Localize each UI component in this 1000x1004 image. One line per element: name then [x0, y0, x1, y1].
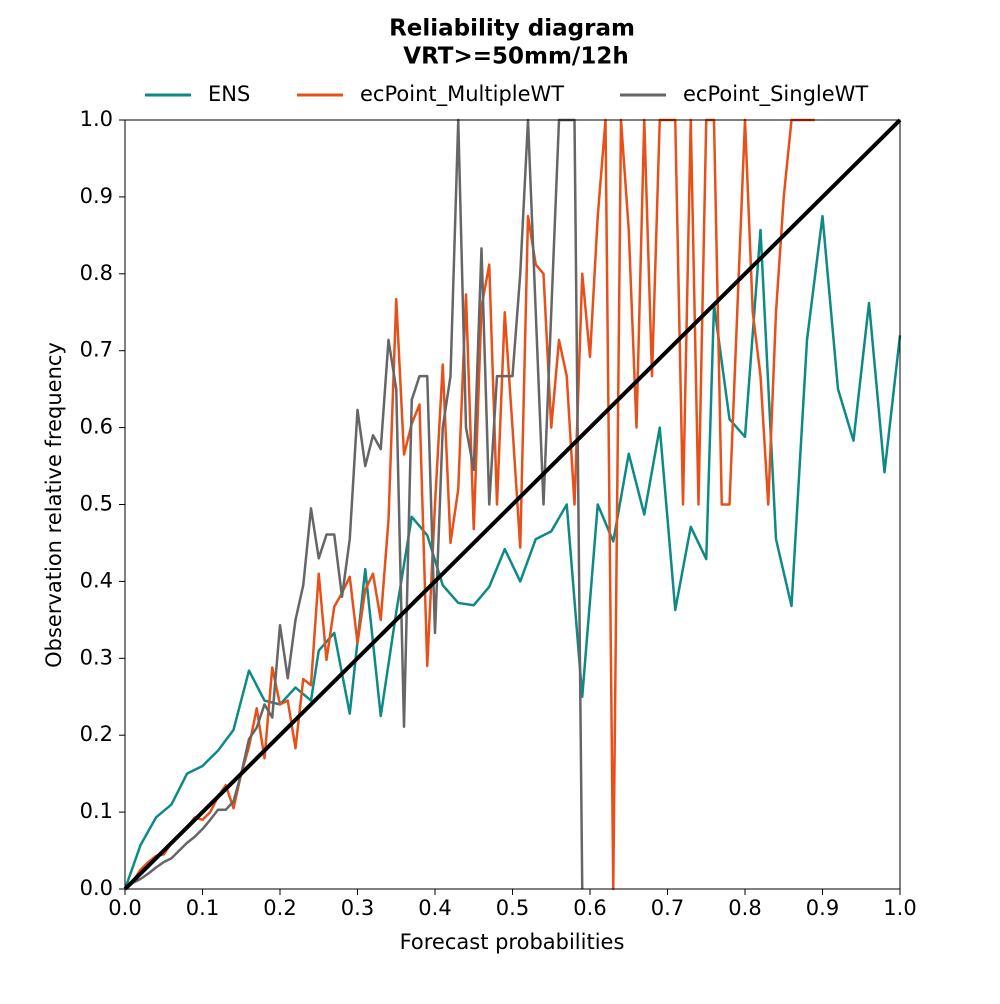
x-tick-label: 0.0: [108, 896, 141, 920]
x-axis-label: Forecast probabilities: [400, 930, 625, 954]
reference-line: [123, 118, 902, 891]
y-tick-label: 0.0: [80, 876, 113, 900]
series-line: [124, 118, 584, 890]
y-axis-label: Observation relative frequency: [42, 342, 66, 668]
x-tick-label: 0.8: [728, 896, 761, 920]
y-tick-label: 0.1: [80, 799, 113, 823]
x-tick-label: 0.1: [186, 896, 219, 920]
y-tick-label: 0.9: [80, 184, 113, 208]
x-tick-label: 0.7: [651, 896, 684, 920]
x-tick-label: 0.9: [806, 896, 839, 920]
legend-label: ecPoint_MultipleWT: [360, 82, 564, 107]
chart-subtitle: VRT>=50mm/12h: [403, 44, 628, 70]
y-tick-label: 0.4: [80, 568, 113, 592]
y-tick-label: 0.3: [80, 645, 113, 669]
y-tick-label: 0.6: [80, 415, 113, 439]
legend-label: ENS: [208, 82, 250, 106]
y-tick-label: 0.8: [80, 261, 113, 285]
x-tick-label: 1.0: [883, 896, 916, 920]
x-tick-label: 0.2: [263, 896, 296, 920]
y-tick-label: 0.2: [80, 722, 113, 746]
series-line: [124, 118, 815, 891]
x-tick-label: 0.5: [496, 896, 529, 920]
legend-label: ecPoint_SingleWT: [683, 82, 868, 107]
y-tick-label: 0.7: [80, 338, 113, 362]
y-tick-label: 0.5: [80, 492, 113, 516]
y-tick-label: 1.0: [80, 107, 113, 131]
chart-title: Reliability diagram: [389, 16, 635, 42]
x-tick-label: 0.4: [418, 896, 451, 920]
x-tick-label: 0.6: [573, 896, 606, 920]
plot-frame: [124, 119, 901, 890]
series-line: [123, 214, 902, 890]
x-tick-label: 0.3: [341, 896, 374, 920]
